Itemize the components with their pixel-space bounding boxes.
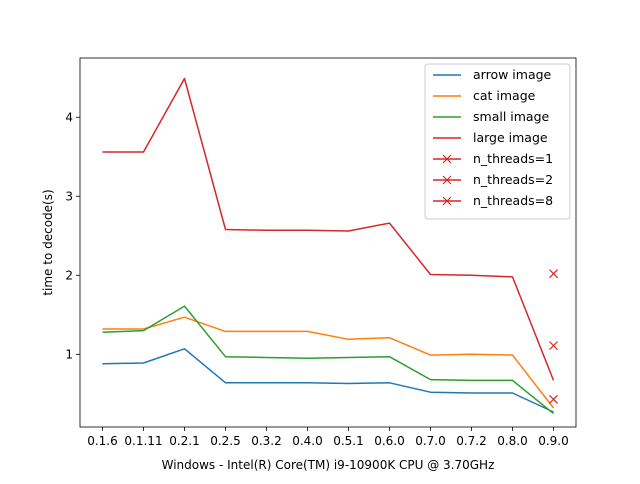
x-tick-label: 0.9.0 [538, 434, 569, 448]
x-axis: 0.1.6 0.1.11 0.2.1 0.2.5 0.3.2 0.4.0 0.5.1 0.6.… [87, 427, 569, 448]
series-line-arrow-image [102, 348, 554, 413]
y-axis: 1 2 3 4 [65, 110, 80, 361]
y-tick-label: 1 [65, 347, 73, 361]
x-tick-label: 0.1.6 [87, 434, 118, 448]
legend: arrow image cat image small image large ima… [424, 63, 571, 220]
legend-marker-n-threads-2 [442, 175, 452, 185]
legend-box [424, 63, 571, 220]
series-layer [102, 77, 555, 415]
y-tick-label: 4 [65, 110, 73, 124]
marker-n-threads-8 [549, 394, 558, 404]
series-line-large-image [102, 77, 555, 381]
x-tick-label: 0.7.0 [415, 434, 446, 448]
x-tick-label: 0.4.0 [292, 434, 323, 448]
x-tick-label: 0.3.2 [251, 434, 282, 448]
plot-frame [79, 57, 577, 428]
legend-label-small-image: small image [473, 109, 550, 124]
x-tick-label: 0.5.1 [333, 434, 364, 448]
y-tick-label: 3 [65, 189, 73, 203]
series-line-cat-image [102, 316, 555, 409]
marker-layer [549, 269, 558, 404]
x-tick-label: 0.8.0 [497, 434, 528, 448]
legend-label-n-threads-1: n_threads=1 [473, 151, 553, 166]
series-line-small-image [102, 305, 554, 415]
legend-label-n-threads-2: n_threads=2 [473, 172, 553, 187]
x-tick-label: 0.6.0 [374, 434, 405, 448]
legend-label-large-image: large image [473, 130, 548, 145]
legend-label-arrow-image: arrow image [473, 67, 552, 82]
legend-marker-n-threads-1 [442, 154, 452, 164]
legend-label-n-threads-8: n_threads=8 [473, 193, 553, 208]
legend-marker-n-threads-8 [442, 196, 452, 206]
legend-label-cat-image: cat image [473, 88, 536, 103]
x-axis-label: Windows - Intel(R) Core(TM) i9-10900K CP… [162, 458, 495, 472]
y-axis-label: time to decode(s) [41, 189, 55, 295]
y-tick-label: 2 [65, 268, 73, 282]
marker-n-threads-1 [549, 269, 558, 279]
x-tick-label: 0.2.5 [210, 434, 241, 448]
x-tick-label: 0.2.1 [169, 434, 200, 448]
x-tick-label: 0.1.11 [124, 434, 162, 448]
marker-n-threads-2 [549, 341, 558, 351]
x-tick-label: 0.7.2 [456, 434, 487, 448]
